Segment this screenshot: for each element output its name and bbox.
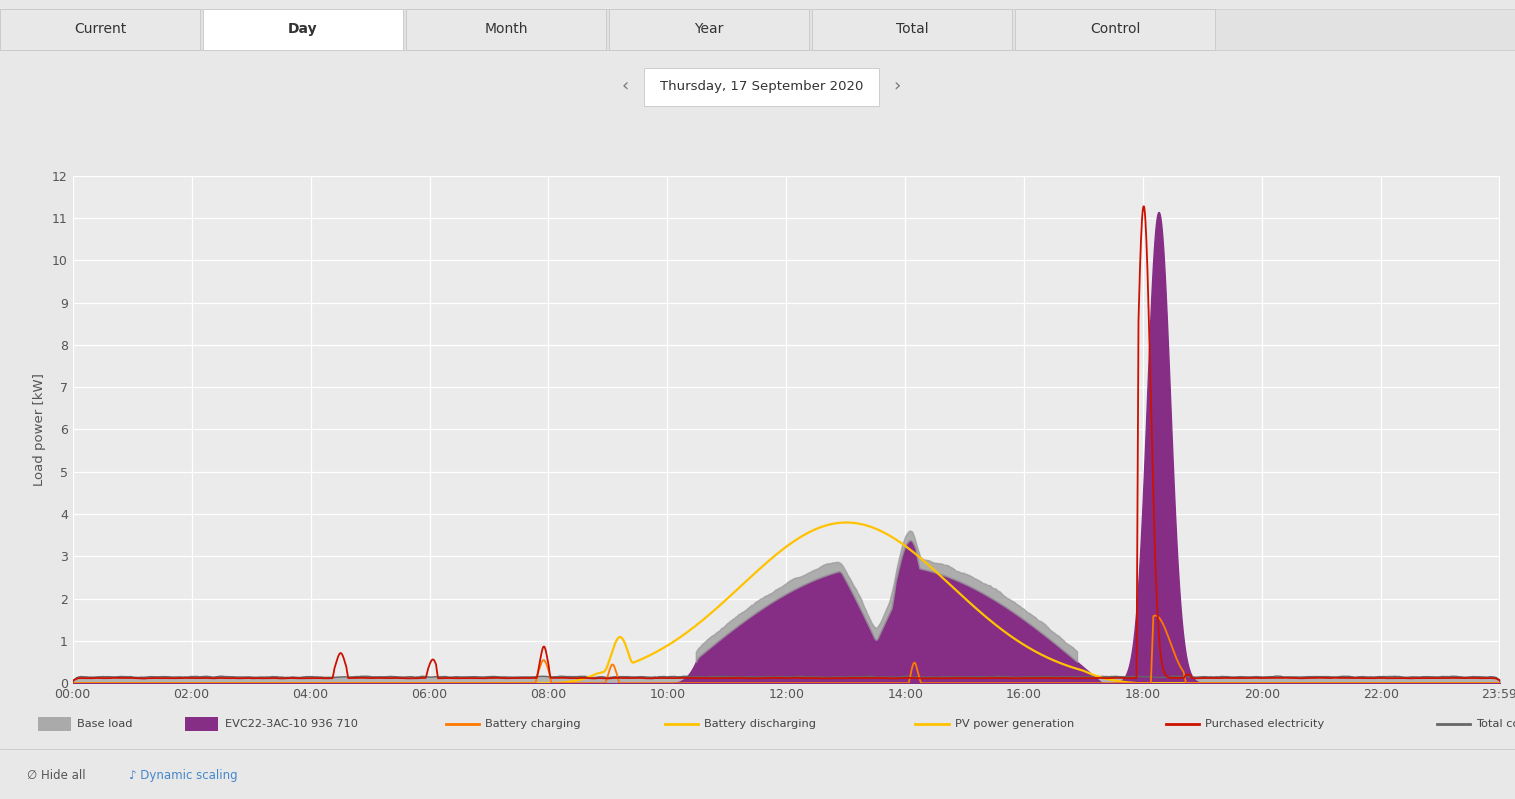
Text: ♪ Dynamic scaling: ♪ Dynamic scaling	[129, 769, 238, 781]
Text: ∅ Hide all: ∅ Hide all	[27, 769, 86, 781]
Text: Control: Control	[1089, 22, 1141, 36]
Text: PV power generation: PV power generation	[954, 719, 1074, 729]
Text: Purchased electricity: Purchased electricity	[1204, 719, 1324, 729]
Text: Battery discharging: Battery discharging	[704, 719, 817, 729]
Text: Base load: Base load	[77, 719, 133, 729]
Text: Total consumption: Total consumption	[1476, 719, 1515, 729]
Text: ‹: ‹	[623, 78, 629, 95]
Text: Month: Month	[485, 22, 527, 36]
Y-axis label: Load power [kW]: Load power [kW]	[33, 373, 47, 486]
Text: Day: Day	[288, 22, 318, 36]
Text: Battery charging: Battery charging	[485, 719, 580, 729]
Text: EVC22-3AC-10 936 710: EVC22-3AC-10 936 710	[224, 719, 358, 729]
Text: Current: Current	[74, 22, 126, 36]
Text: ›: ›	[894, 78, 900, 95]
Text: Year: Year	[694, 22, 724, 36]
Text: Thursday, 17 September 2020: Thursday, 17 September 2020	[659, 80, 864, 93]
Text: Total: Total	[895, 22, 929, 36]
